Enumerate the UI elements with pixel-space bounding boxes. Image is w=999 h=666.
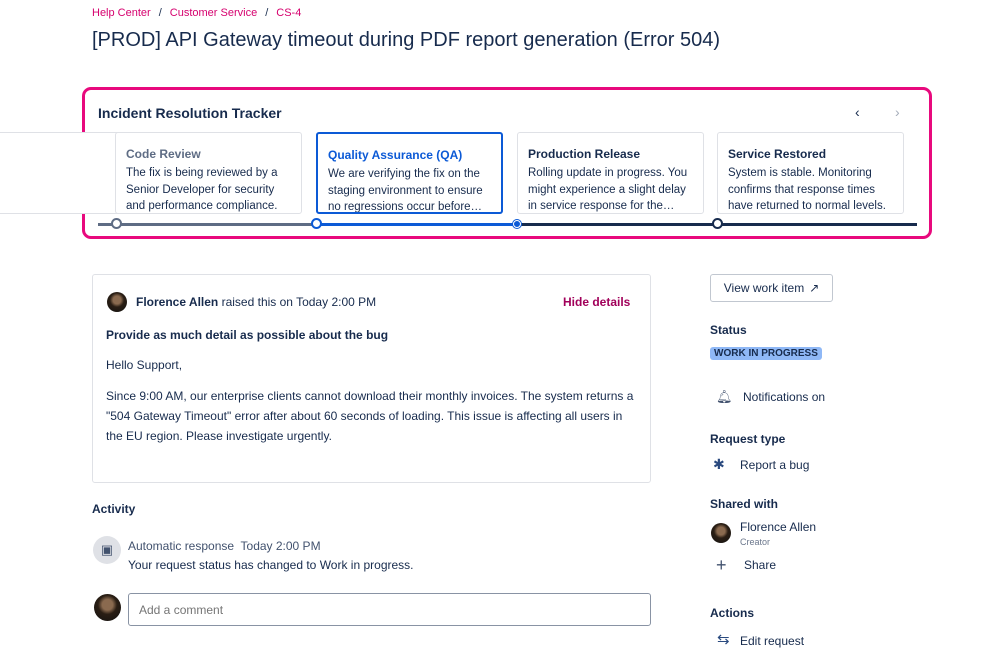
external-link-icon: ↗ bbox=[809, 281, 820, 295]
breadcrumb-customer-service[interactable]: Customer Service bbox=[169, 7, 258, 19]
shared-role: Creator bbox=[740, 537, 771, 547]
avatar bbox=[94, 594, 121, 621]
breadcrumb-separator: / bbox=[265, 7, 269, 19]
step-dot[interactable] bbox=[111, 218, 122, 229]
avatar bbox=[711, 523, 731, 543]
description: Since 9:00 AM, our enterprise clients ca… bbox=[106, 389, 634, 443]
page-title: [PROD] API Gateway timeout during PDF re… bbox=[92, 29, 721, 51]
tracker-card-code-review[interactable]: Code Review The fix is being reviewed by … bbox=[115, 132, 302, 214]
request-details: Florence Allen raised this on Today 2:00… bbox=[92, 274, 651, 483]
tracker-card-service-restored[interactable]: Service Restored System is stable. Monito… bbox=[717, 132, 904, 214]
activity-time: Today 2:00 PM bbox=[240, 539, 321, 553]
view-work-item-label: View work item bbox=[723, 281, 805, 295]
step-title: Service Restored bbox=[728, 147, 827, 161]
share-button[interactable]: Share bbox=[744, 558, 777, 572]
tracker-card-qa[interactable]: Quality Assurance (QA) We are verifying t… bbox=[316, 132, 503, 214]
view-work-item-button[interactable]: View work item ↗ bbox=[710, 274, 833, 302]
tracker-card-production-release[interactable]: Production Release Rolling update in prog… bbox=[517, 132, 704, 214]
step-dot-current[interactable] bbox=[513, 220, 521, 228]
actions-label: Actions bbox=[710, 606, 755, 620]
step-dot[interactable] bbox=[311, 218, 322, 229]
step-text: We are verifying the fix on the staging … bbox=[328, 168, 483, 213]
step-text: System is stable. Monitoring confirms th… bbox=[728, 167, 886, 212]
robot-icon: ▣ bbox=[93, 536, 121, 564]
chevron-right-icon[interactable]: › bbox=[895, 104, 900, 120]
progress-segment-past bbox=[98, 223, 317, 226]
bug-icon: ✱ bbox=[713, 456, 725, 472]
step-text: Rolling update in progress. You might ex… bbox=[528, 167, 688, 212]
breadcrumb-issue[interactable]: CS-4 bbox=[276, 7, 302, 19]
shared-with-label: Shared with bbox=[710, 497, 779, 511]
field-heading: Provide as much detail as possible about… bbox=[106, 328, 389, 342]
bell-icon[interactable]: 🔔︎ bbox=[716, 389, 733, 404]
greeting: Hello Support, bbox=[106, 358, 183, 372]
activity-title: Activity bbox=[92, 502, 136, 516]
breadcrumb-separator: / bbox=[158, 7, 162, 19]
avatar bbox=[107, 292, 127, 312]
raised-text: raised this on Today 2:00 PM bbox=[221, 295, 377, 309]
status-label: Status bbox=[710, 323, 747, 337]
step-dot[interactable] bbox=[712, 218, 723, 229]
hide-details-link[interactable]: Hide details bbox=[563, 295, 631, 309]
edit-request-button[interactable]: Edit request bbox=[740, 634, 805, 648]
step-title: Code Review bbox=[126, 147, 201, 161]
breadcrumb-help-center[interactable]: Help Center bbox=[92, 7, 151, 19]
author-name: Florence Allen bbox=[136, 295, 219, 309]
request-type-label: Request type bbox=[710, 432, 786, 446]
step-title: Production Release bbox=[528, 147, 641, 161]
tracker-title: Incident Resolution Tracker bbox=[98, 105, 282, 121]
activity-author: Automatic response bbox=[128, 539, 235, 553]
comment-input[interactable] bbox=[128, 593, 651, 626]
progress-segment-active bbox=[317, 223, 517, 226]
notifications-toggle[interactable]: Notifications on bbox=[743, 390, 826, 404]
step-text: The fix is being reviewed by a Senior De… bbox=[126, 167, 278, 212]
plus-icon[interactable]: + bbox=[716, 555, 727, 575]
status-badge: WORK IN PROGRESS bbox=[710, 347, 822, 360]
activity-text: Your request status has changed to Work … bbox=[128, 558, 414, 572]
chevron-left-icon[interactable]: ‹ bbox=[855, 104, 860, 120]
breadcrumb: Help Center / Customer Service / CS-4 bbox=[92, 7, 301, 19]
shared-name: Florence Allen bbox=[740, 520, 817, 534]
request-type: Report a bug bbox=[740, 458, 810, 472]
step-title: Quality Assurance (QA) bbox=[328, 148, 463, 162]
swap-arrows-icon: ⇆ bbox=[717, 631, 730, 648]
incident-tracker: Incident Resolution Tracker ‹ › Code Rev… bbox=[0, 87, 932, 239]
